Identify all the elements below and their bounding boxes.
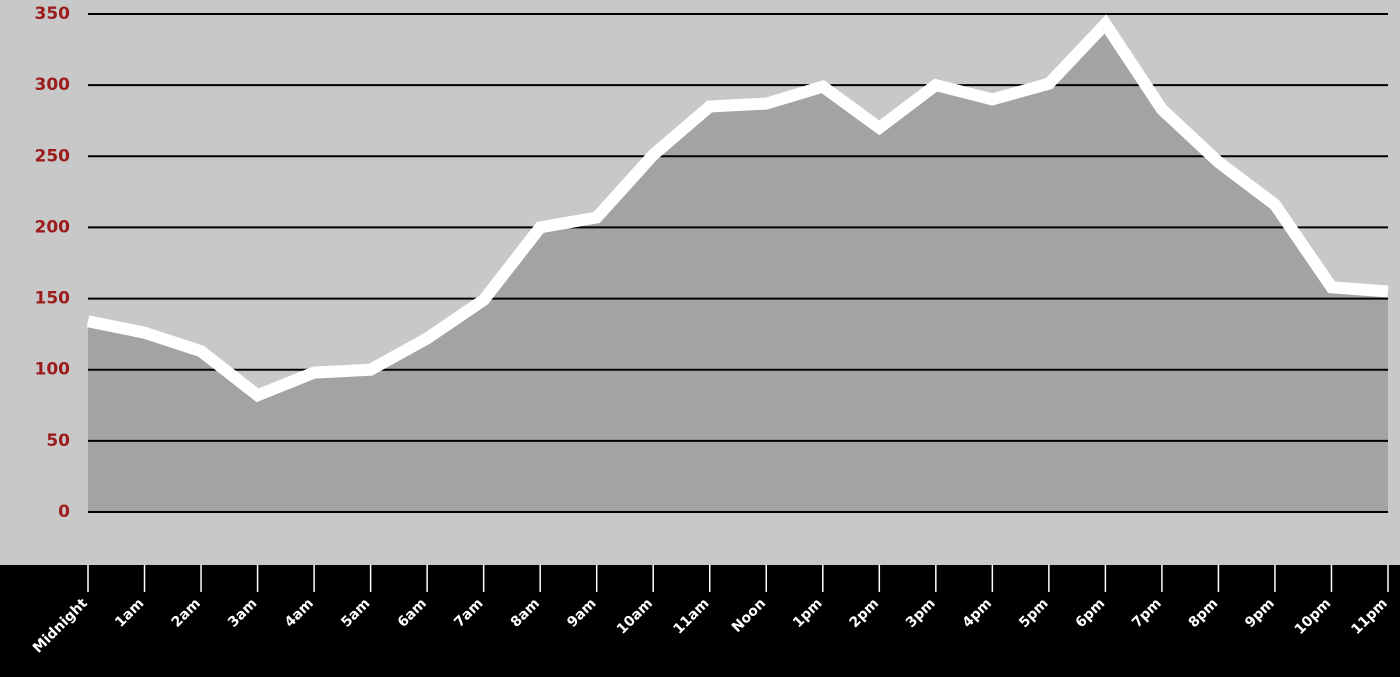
- y-tick-label: 100: [35, 360, 71, 380]
- y-tick-label: 200: [35, 217, 71, 237]
- y-tick-label: 150: [35, 289, 71, 309]
- x-axis-band: [0, 565, 1400, 677]
- y-tick-label: 50: [46, 431, 70, 451]
- y-tick-label: 350: [35, 4, 71, 24]
- y-tick-label: 0: [58, 502, 70, 522]
- area-fill: [88, 24, 1388, 512]
- y-tick-label: 300: [35, 75, 71, 95]
- y-tick-label: 250: [35, 146, 71, 166]
- line: [86, 14, 1389, 403]
